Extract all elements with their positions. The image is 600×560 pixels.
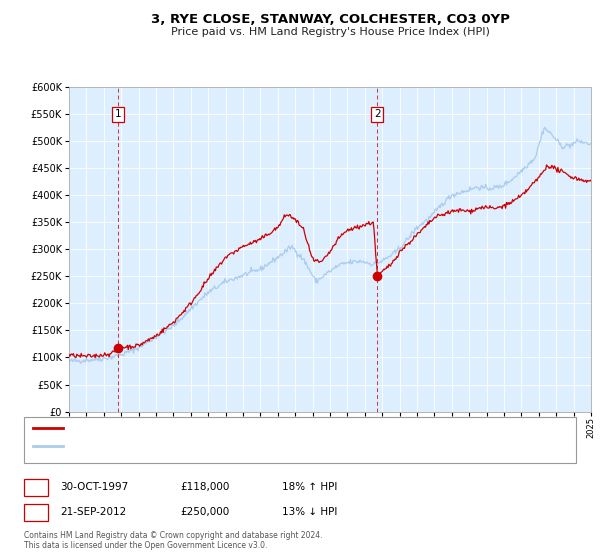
Text: £250,000: £250,000 [180, 507, 229, 517]
Text: 2: 2 [374, 109, 380, 119]
Text: 1: 1 [115, 109, 122, 119]
Text: Price paid vs. HM Land Registry's House Price Index (HPI): Price paid vs. HM Land Registry's House … [170, 27, 490, 38]
Text: HPI: Average price, detached house, Colchester: HPI: Average price, detached house, Colc… [69, 441, 285, 450]
Text: 21-SEP-2012: 21-SEP-2012 [60, 507, 126, 517]
Text: Contains HM Land Registry data © Crown copyright and database right 2024.
This d: Contains HM Land Registry data © Crown c… [24, 530, 323, 550]
Text: 18% ↑ HPI: 18% ↑ HPI [282, 482, 337, 492]
Text: 1: 1 [32, 482, 40, 492]
Text: 3, RYE CLOSE, STANWAY, COLCHESTER, CO3 0YP (detached house): 3, RYE CLOSE, STANWAY, COLCHESTER, CO3 0… [69, 423, 369, 432]
Text: 3, RYE CLOSE, STANWAY, COLCHESTER, CO3 0YP: 3, RYE CLOSE, STANWAY, COLCHESTER, CO3 0… [151, 13, 509, 26]
Text: 13% ↓ HPI: 13% ↓ HPI [282, 507, 337, 517]
Text: 30-OCT-1997: 30-OCT-1997 [60, 482, 128, 492]
Text: 2: 2 [32, 507, 40, 517]
Text: £118,000: £118,000 [180, 482, 229, 492]
